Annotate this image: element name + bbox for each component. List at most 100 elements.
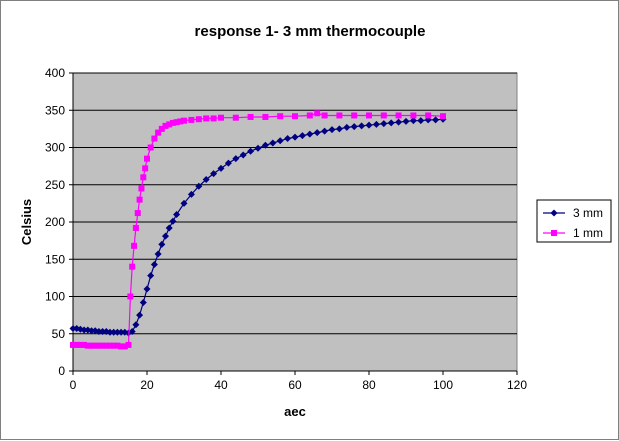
data-point xyxy=(276,137,284,145)
data-point xyxy=(134,210,141,217)
data-point xyxy=(210,170,218,178)
data-point xyxy=(432,116,440,124)
data-point xyxy=(88,342,95,349)
data-point xyxy=(140,174,147,181)
data-point xyxy=(70,341,76,348)
data-point xyxy=(118,343,125,350)
data-point xyxy=(187,190,195,198)
data-point xyxy=(129,263,136,270)
series-1 xyxy=(70,110,446,350)
data-point xyxy=(306,112,313,119)
data-point xyxy=(177,118,184,125)
data-point xyxy=(150,260,158,268)
diamond-marker xyxy=(550,209,558,217)
data-point xyxy=(402,117,410,125)
data-point xyxy=(358,122,366,130)
y-tick-label: 400 xyxy=(45,66,65,80)
data-point xyxy=(127,293,134,300)
data-point xyxy=(328,126,336,134)
data-point xyxy=(139,298,147,306)
data-point xyxy=(147,272,155,280)
data-point xyxy=(313,129,321,137)
data-point xyxy=(232,155,240,163)
data-point xyxy=(136,196,143,203)
y-axis-title: Celsius xyxy=(19,199,34,245)
data-point xyxy=(106,328,114,336)
data-point xyxy=(343,123,351,131)
data-point xyxy=(99,328,107,336)
gridlines xyxy=(73,72,517,335)
data-point xyxy=(217,164,225,172)
data-point xyxy=(314,110,321,117)
data-point xyxy=(261,141,269,149)
data-point xyxy=(269,139,277,147)
data-point xyxy=(321,127,329,135)
data-point xyxy=(365,121,373,129)
data-point xyxy=(128,328,136,336)
data-point xyxy=(95,328,103,336)
data-point xyxy=(95,342,102,349)
data-point xyxy=(81,341,88,348)
data-point xyxy=(132,321,140,329)
data-point xyxy=(350,123,358,131)
y-tick-label: 300 xyxy=(45,141,65,155)
data-point xyxy=(254,144,262,152)
y-tick-label: 150 xyxy=(45,252,65,266)
series-group xyxy=(69,110,447,350)
data-point xyxy=(210,115,217,122)
data-point xyxy=(195,116,202,123)
data-point xyxy=(181,117,187,124)
data-point xyxy=(138,185,145,192)
y-tick-label: 100 xyxy=(45,290,65,304)
data-point xyxy=(110,342,117,349)
data-point xyxy=(147,144,154,151)
x-tick-label: 40 xyxy=(214,378,228,392)
data-point xyxy=(117,328,125,336)
data-point xyxy=(77,341,84,348)
data-point xyxy=(113,328,121,336)
chart-title: response 1- 3 mm thermocouple xyxy=(195,23,426,40)
data-point xyxy=(162,232,169,240)
data-point xyxy=(247,147,255,155)
data-point xyxy=(88,327,95,335)
data-point xyxy=(262,113,269,120)
data-point xyxy=(173,119,180,126)
data-point xyxy=(417,117,425,125)
data-point xyxy=(142,165,149,172)
data-point xyxy=(202,176,210,184)
data-point xyxy=(395,118,403,126)
legend-box xyxy=(536,199,612,243)
data-point xyxy=(69,325,77,333)
data-point xyxy=(162,122,169,129)
x-tick-label: 60 xyxy=(288,378,302,392)
y-tick-label: 0 xyxy=(58,364,65,378)
data-point xyxy=(366,112,372,119)
data-point xyxy=(335,125,343,133)
data-point xyxy=(73,341,80,348)
data-point xyxy=(121,343,128,350)
data-point xyxy=(158,240,166,248)
y-tick-label: 50 xyxy=(52,327,66,341)
x-tick-label: 120 xyxy=(507,378,527,392)
x-tick-label: 80 xyxy=(362,378,376,392)
data-point xyxy=(169,217,177,225)
data-point xyxy=(336,112,343,119)
data-point xyxy=(224,159,232,167)
data-point xyxy=(410,112,417,119)
data-point xyxy=(166,121,173,128)
data-point xyxy=(92,342,99,349)
data-point xyxy=(151,135,158,142)
data-point xyxy=(143,285,151,293)
data-point xyxy=(372,120,380,128)
data-point xyxy=(132,224,139,231)
data-point xyxy=(188,116,195,123)
data-point xyxy=(144,155,150,162)
data-point xyxy=(99,342,106,349)
legend-label: 1 mm xyxy=(573,226,603,240)
data-point xyxy=(154,250,162,258)
data-point xyxy=(195,182,203,190)
data-point xyxy=(80,326,88,334)
legend-label: 3 mm xyxy=(573,206,603,220)
